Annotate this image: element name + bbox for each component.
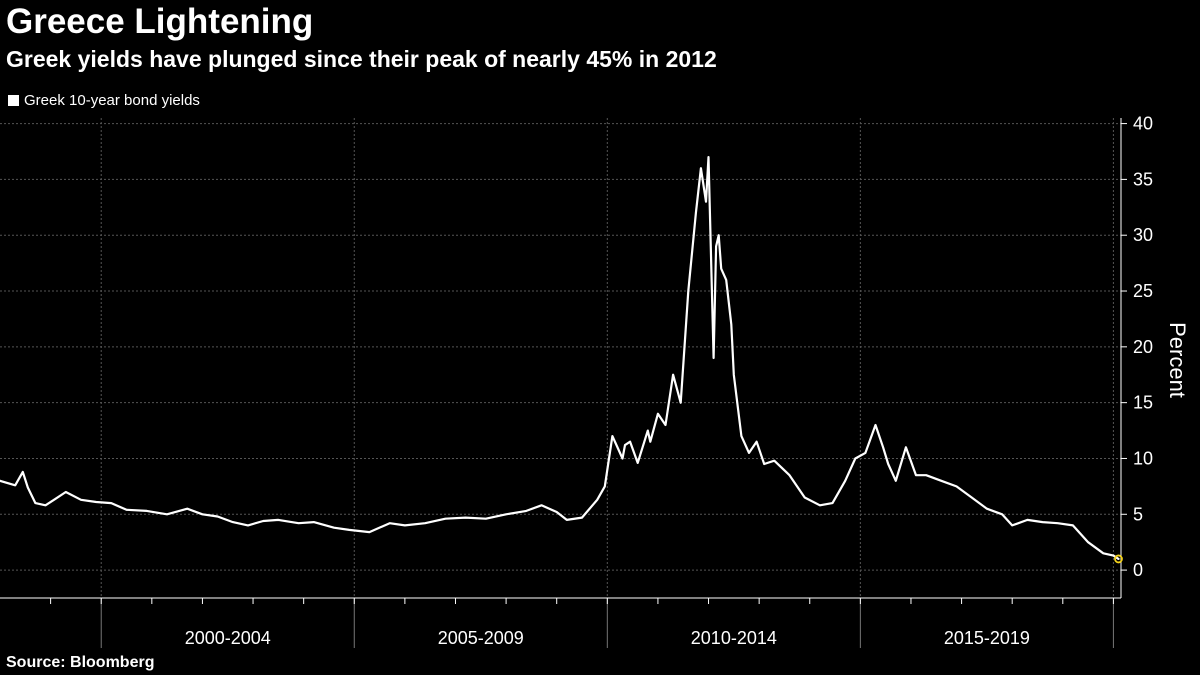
x-category-label: 2000-2004 — [185, 628, 271, 648]
legend-swatch — [8, 95, 19, 106]
y-tick-label: 35 — [1133, 169, 1153, 189]
y-tick-label: 0 — [1133, 560, 1143, 580]
axis-layer: 0 5 10 15 20 25 30 35 40 2000-2004 2005-2009 2010-2… — [0, 114, 1153, 648]
series-layer — [0, 156, 1123, 564]
latest-value-marker — [1114, 554, 1123, 564]
y-tick-label: 25 — [1133, 281, 1153, 301]
y-tick-label: 10 — [1133, 448, 1153, 468]
y-axis-title: Percent — [1165, 322, 1190, 398]
chart-subtitle: Greek yields have plunged since their pe… — [6, 46, 717, 72]
legend: Greek 10-year bond yields — [8, 92, 200, 109]
y-tick-label: 5 — [1133, 504, 1143, 524]
y-tick-label: 30 — [1133, 225, 1153, 245]
legend-label: Greek 10-year bond yields — [24, 92, 200, 109]
source-note: Source: Bloomberg — [6, 654, 155, 671]
grid-layer — [0, 118, 1121, 598]
x-category-label: 2010-2014 — [691, 628, 777, 648]
y-tick-label: 40 — [1133, 114, 1153, 134]
y-tick-label: 20 — [1133, 337, 1153, 357]
x-category-label: 2015-2019 — [944, 628, 1030, 648]
chart-title: Greece Lightening — [6, 2, 314, 41]
x-category-label: 2005-2009 — [438, 628, 524, 648]
y-tick-label: 15 — [1133, 393, 1153, 413]
series-line-greek-10y — [0, 156, 1120, 561]
